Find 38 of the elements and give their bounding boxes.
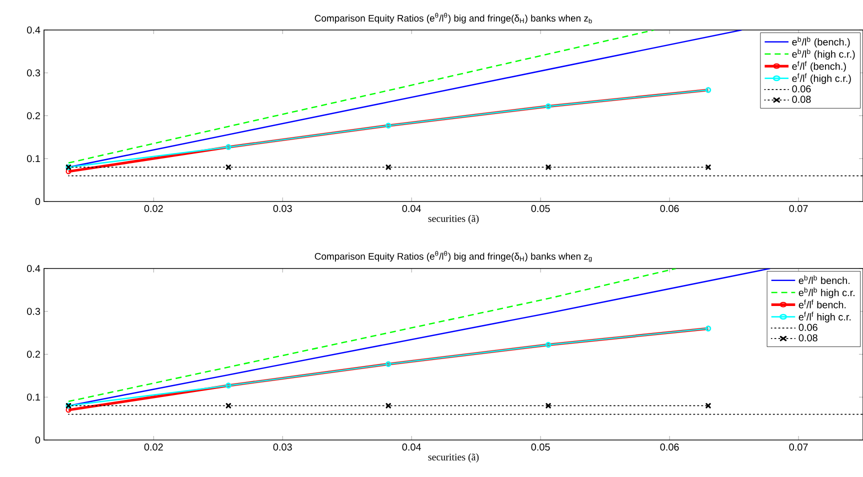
chart-title: Comparison Equity Ratios (e$^{θ}$/l$^{θ}$) big and fringe(δ$_{H}$) banks when z$_{g}$ [314, 251, 592, 262]
y-tick-label: 0 [35, 436, 40, 444]
y-tick-label: 0.3 [27, 69, 40, 76]
chart-title: Comparison Equity Ratios (e$^{θ}$/l$^{θ}$) big and fringe(δ$_{H}$) banks when z$_{b}$ [314, 12, 592, 24]
x-tick-label: 0.02 [144, 444, 163, 451]
x-tick-label: 0.06 [660, 205, 679, 212]
x-tick-label: 0.04 [402, 205, 421, 212]
legend-label: 0.08 [798, 334, 818, 342]
x-tick-label: 0.04 [402, 444, 421, 451]
y-tick-label: 0.1 [27, 155, 40, 162]
legend-label: e$^{b}$/l$^{b}$ bench. [798, 275, 850, 284]
x-tick-label: 0.05 [531, 205, 550, 212]
x-axis-title: securities (ã) [428, 453, 479, 462]
x-tick-label: 0.07 [789, 205, 808, 212]
legend-label: e$^{f}$/l$^{f}$ bench. [798, 300, 846, 308]
y-tick-label: 0.4 [27, 26, 40, 34]
legend-label: 0.08 [792, 96, 811, 103]
y-tick-label: 0 [35, 198, 40, 206]
x-tick-label: 0.02 [144, 205, 163, 212]
x-tick-label: 0.03 [273, 444, 292, 451]
legend-label: e$^{f}$/l$^{f}$ high c.r. [798, 312, 851, 322]
legend-label: e$^{b}$/l$^{b}$ (bench.) [792, 36, 850, 48]
x-tick-label: 0.06 [660, 444, 679, 451]
legend-label: 0.06 [792, 85, 811, 92]
y-tick-label: 0.2 [27, 350, 40, 358]
legend-label: e$^{f}$/l$^{f}$ (high c.r.) [792, 73, 851, 84]
legend-label: e$^{b}$/l$^{b}$ high c.r. [798, 287, 854, 298]
x-tick-label: 0.07 [789, 444, 808, 451]
x-tick-label: 0.05 [531, 444, 550, 451]
legend-label: e$^{f}$/l$^{f}$ (bench.) [792, 61, 846, 72]
y-tick-label: 0.4 [27, 264, 40, 272]
legend-label: e$^{b}$/l$^{b}$ (high c.r.) [792, 48, 855, 60]
x-tick-label: 0.03 [273, 205, 292, 212]
y-tick-label: 0.1 [27, 394, 40, 401]
legend-label: 0.06 [798, 324, 818, 331]
y-tick-label: 0.3 [27, 308, 40, 315]
x-axis-title: securities (ã) [428, 214, 479, 224]
y-tick-label: 0.2 [27, 112, 40, 120]
